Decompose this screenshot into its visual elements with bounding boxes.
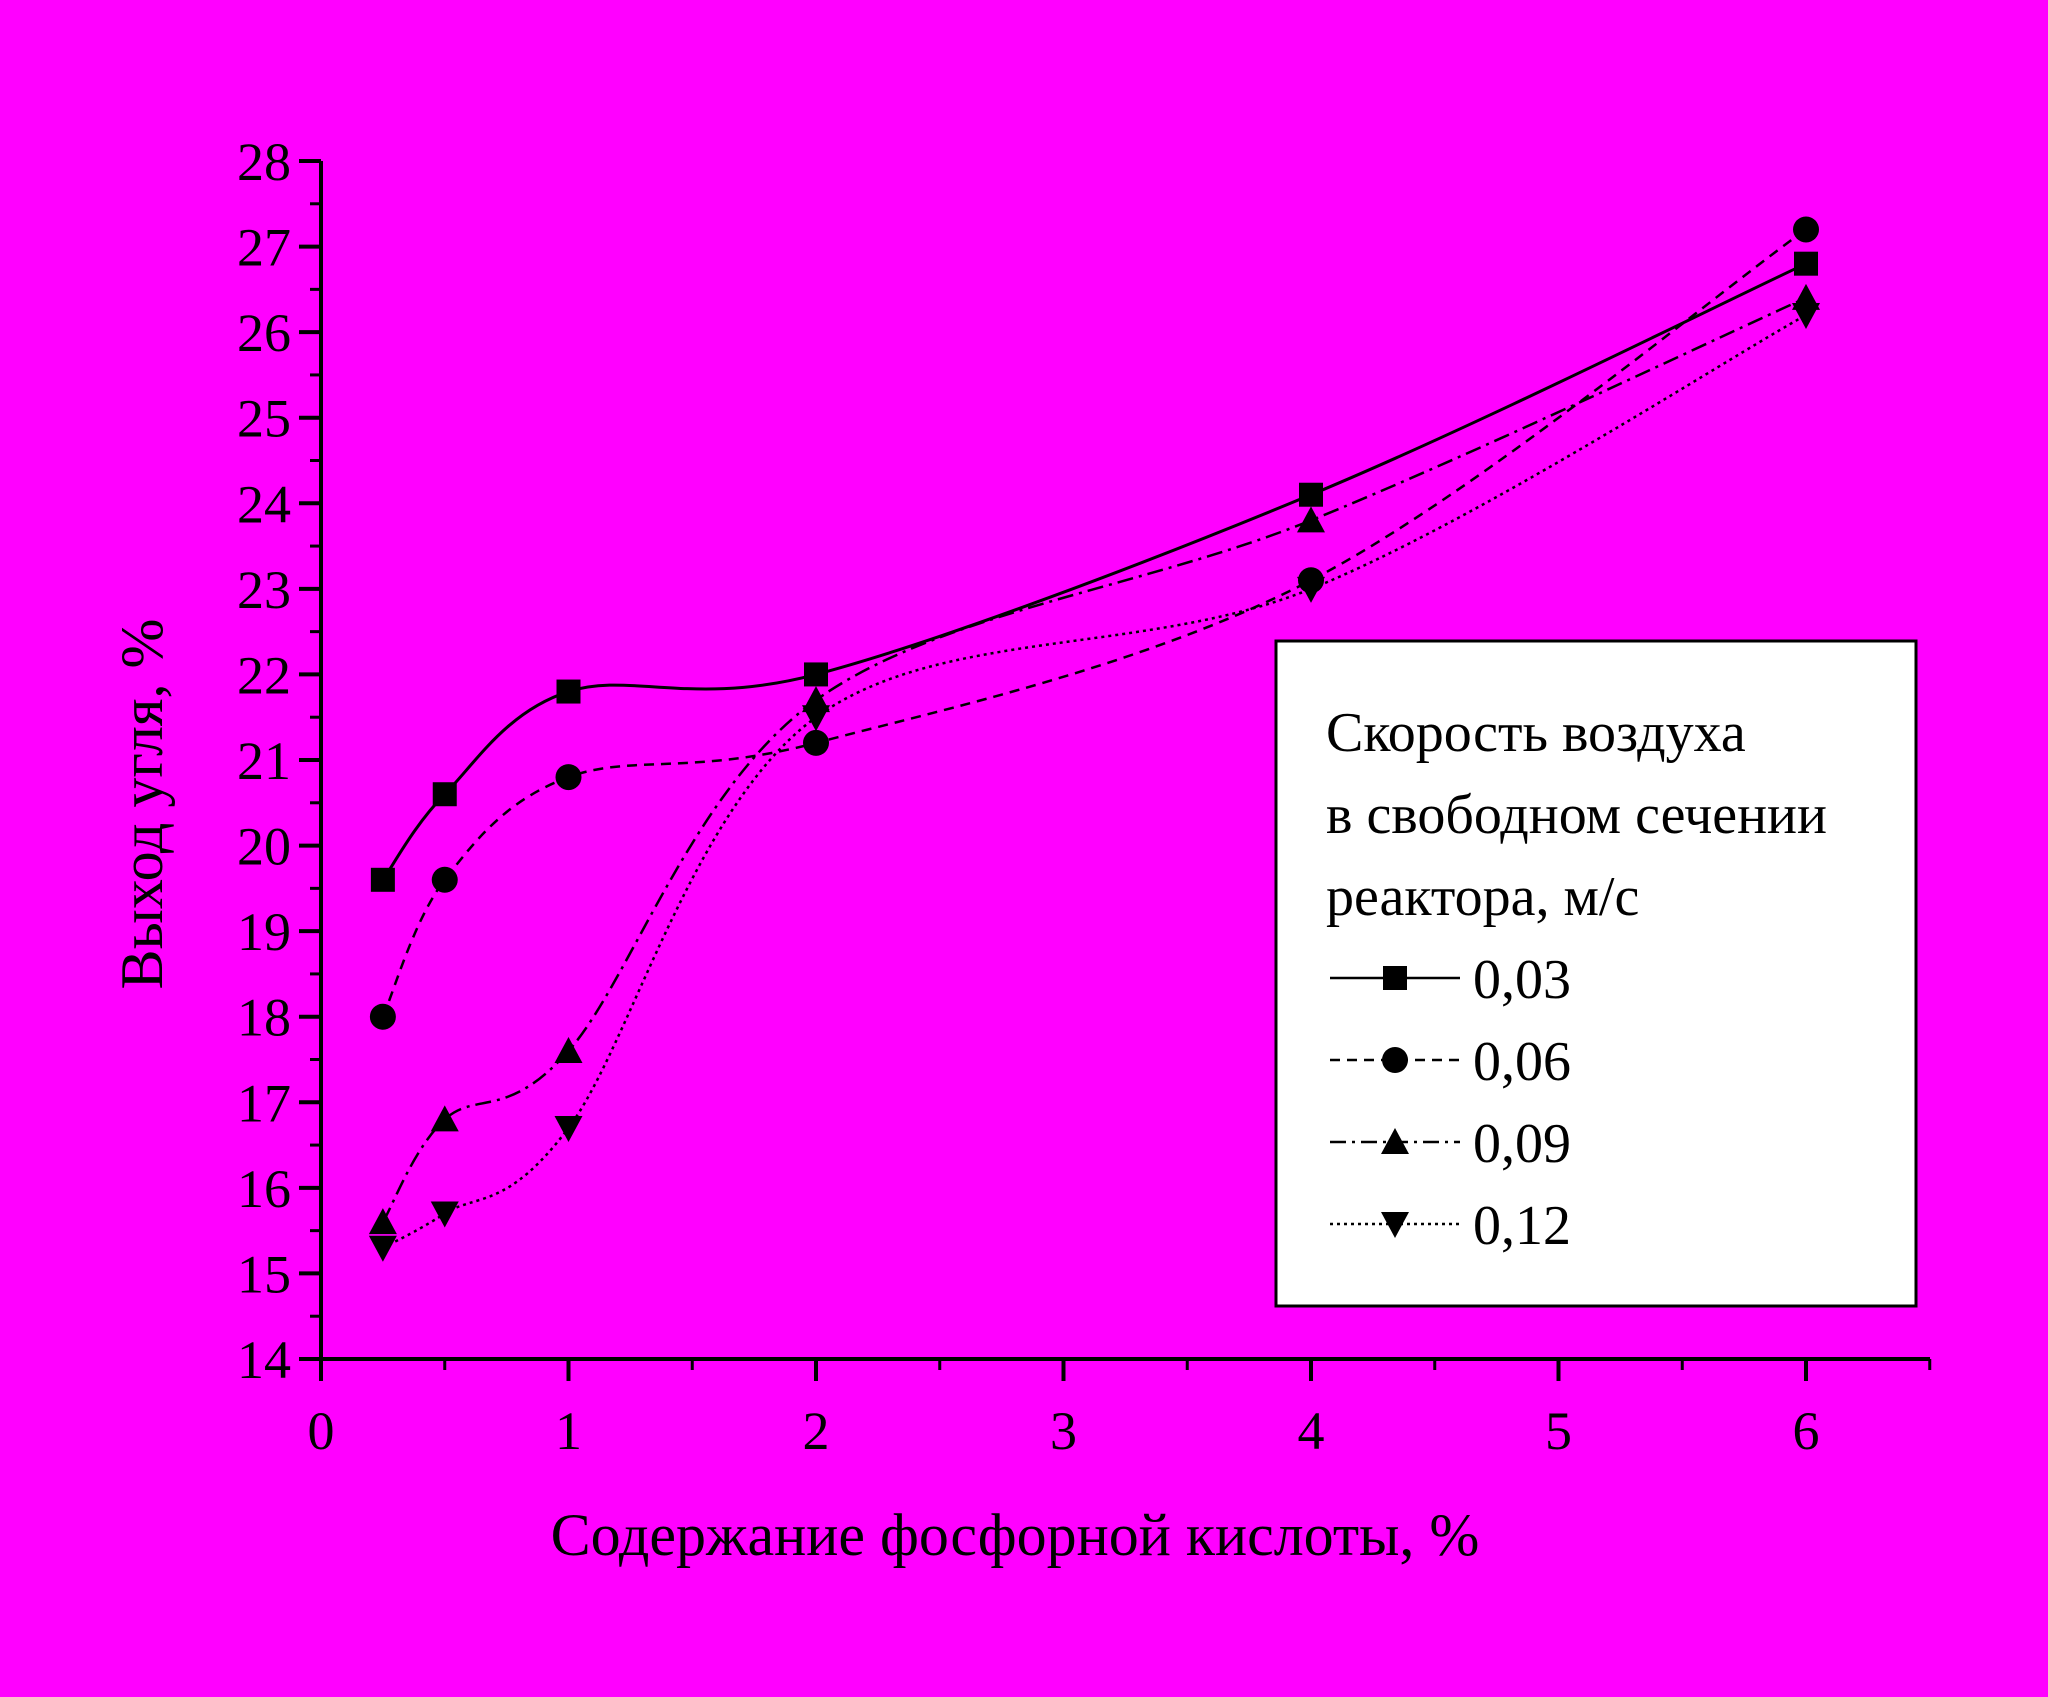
legend-marker-1 (1383, 966, 1407, 990)
y-tick-label: 23 (237, 560, 291, 620)
legend-entries: 0,03 0,06 0,09 0,12 (1330, 949, 1571, 1257)
legend-title-line-2: в свободном сечении (1326, 784, 1827, 846)
y-axis-title: Выход угля, % (109, 619, 175, 990)
legend-label-3: 0,09 (1473, 1113, 1571, 1175)
legend: Скорость воздуха в свободном сечении реа… (1274, 639, 1918, 1308)
y-tick-label: 21 (237, 731, 291, 791)
legend-marker-2 (1382, 1047, 1408, 1073)
data-point-series-4 (802, 705, 830, 732)
y-tick-label: 17 (237, 1073, 291, 1133)
x-tick-label: 4 (1298, 1401, 1325, 1461)
data-point-series-1 (804, 662, 828, 687)
legend-marker-4 (1381, 1212, 1409, 1238)
y-tick-label: 19 (237, 902, 291, 962)
x-tick-label: 2 (803, 1401, 830, 1461)
y-tick-label: 14 (237, 1330, 291, 1390)
y-tick-label: 27 (237, 218, 291, 278)
data-point-series-3 (554, 1036, 583, 1063)
legend-label-4: 0,12 (1473, 1195, 1571, 1257)
y-tick-label: 24 (237, 474, 291, 534)
data-point-series-4 (1792, 303, 1820, 330)
legend-box (1274, 639, 1918, 1308)
data-point-series-1 (432, 782, 457, 807)
data-point-series-1 (370, 867, 395, 892)
data-point-series-1 (1299, 482, 1323, 507)
data-point-series-4 (1297, 576, 1325, 603)
x-tick-labels: 0 1 2 3 4 5 6 (308, 1401, 1820, 1461)
y-tick-label: 16 (237, 1159, 291, 1219)
y-tick-label: 20 (237, 817, 291, 877)
y-tick-label: 22 (237, 645, 291, 705)
y-tick-label: 25 (237, 389, 291, 449)
legend-title-line-3: реактора, м/с (1326, 866, 1639, 928)
data-point-series-3 (368, 1208, 397, 1235)
data-point-series-4 (368, 1235, 397, 1262)
axes (299, 159, 1932, 1381)
data-point-series-3 (1297, 506, 1325, 533)
legend-label-2: 0,06 (1473, 1031, 1571, 1093)
x-tick-label: 0 (308, 1401, 335, 1461)
y-tick-label: 15 (237, 1244, 291, 1304)
data-point-series-2 (431, 866, 458, 893)
data-point-series-4 (430, 1201, 459, 1228)
x-tick-label: 6 (1793, 1401, 1820, 1461)
y-tick-labels: 14 15 16 17 18 19 20 21 22 23 24 25 26 27 28 (237, 132, 291, 1390)
y-tick-label: 28 (237, 132, 291, 192)
legend-marker-3 (1381, 1128, 1409, 1154)
data-point-series-2 (555, 764, 582, 791)
data-point-series-2 (369, 1003, 396, 1030)
x-tick-label: 3 (1050, 1401, 1077, 1461)
data-point-series-4 (554, 1115, 583, 1142)
data-point-series-1 (556, 679, 581, 704)
data-point-series-2 (803, 729, 829, 756)
x-axis-title: Содержание фосфорной кислоты, % (551, 1502, 1480, 1568)
data-point-series-1 (1794, 251, 1818, 276)
legend-label-1: 0,03 (1473, 949, 1571, 1011)
data-point-series-3 (430, 1105, 459, 1132)
y-tick-label: 18 (237, 988, 291, 1048)
data-point-series-2 (1793, 216, 1819, 243)
legend-title-line-1: Скорость воздуха (1326, 702, 1746, 764)
series-markers (368, 216, 1820, 1262)
y-tick-label: 26 (237, 303, 291, 363)
x-tick-label: 1 (555, 1401, 582, 1461)
x-tick-label: 5 (1545, 1401, 1572, 1461)
